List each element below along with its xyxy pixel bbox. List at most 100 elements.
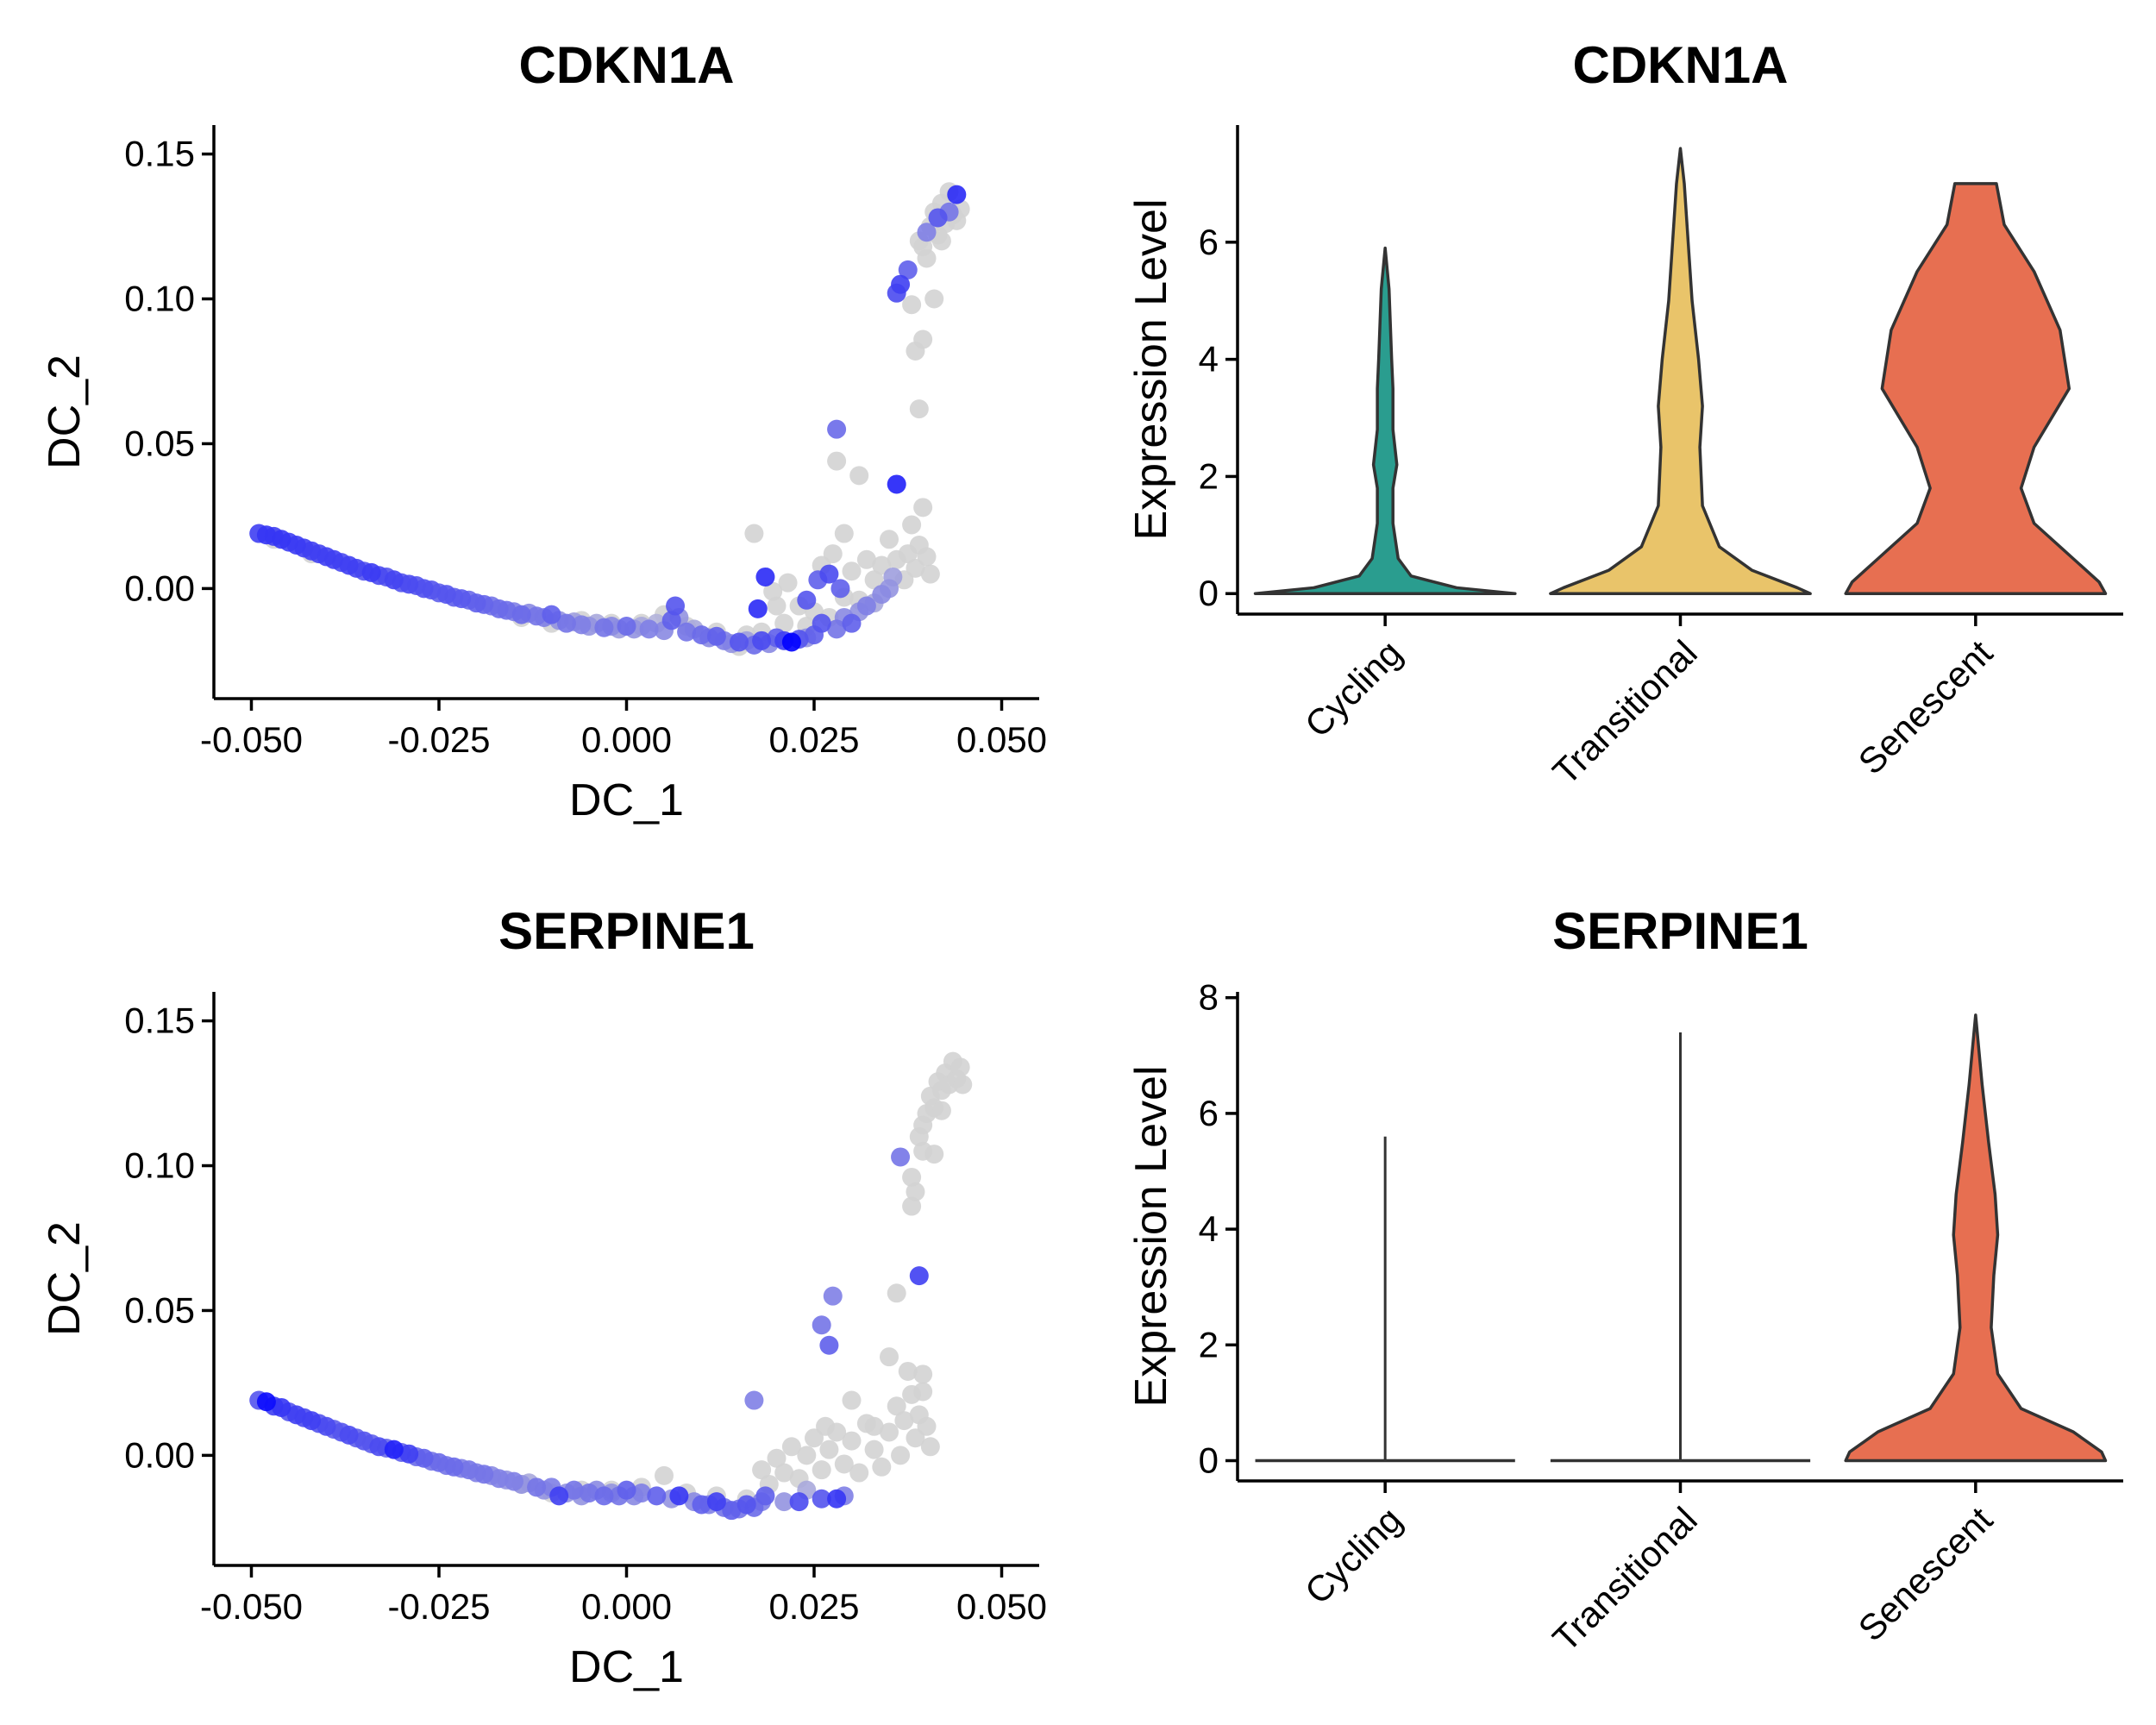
cdkn1a-scatter-point bbox=[902, 515, 922, 535]
serpine1-scatter-point bbox=[902, 1196, 922, 1216]
cdkn1a-scatter-y-tick-label: 0.10 bbox=[124, 279, 195, 319]
serpine1-scatter-point bbox=[880, 1422, 899, 1442]
cdkn1a-scatter-point bbox=[827, 619, 847, 639]
serpine1-violin-x-tick-label-cycling: Cycling bbox=[1297, 1499, 1410, 1612]
serpine1-scatter-x-tick-label: -0.025 bbox=[387, 1586, 490, 1627]
cdkn1a-violin-x-tick-label-cycling: Cycling bbox=[1297, 632, 1410, 745]
serpine1-scatter-point bbox=[953, 1075, 973, 1095]
cdkn1a-violin-x-tick-label-senescent: Senescent bbox=[1851, 632, 2001, 782]
serpine1-scatter-point bbox=[594, 1486, 614, 1506]
serpine1-scatter-point bbox=[950, 1057, 970, 1077]
cdkn1a-scatter-point bbox=[399, 574, 419, 594]
cdkn1a-scatter-point bbox=[594, 618, 614, 637]
serpine1-violin-violin-senescent bbox=[1844, 1013, 2108, 1463]
cdkn1a-scatter-point bbox=[666, 596, 686, 616]
serpine1-scatter-point bbox=[887, 1283, 906, 1303]
cdkn1a-scatter-point bbox=[797, 590, 817, 610]
cdkn1a-scatter-point bbox=[744, 524, 764, 543]
serpine1-scatter-point bbox=[842, 1431, 862, 1451]
cdkn1a-scatter-point bbox=[812, 613, 831, 633]
cdkn1a-scatter-point bbox=[781, 632, 801, 652]
cdkn1a-scatter-x-tick-label: 0.000 bbox=[581, 719, 672, 760]
cdkn1a-violin-panel: CDKN1A 0 2 4 6 Expression Level Cycling Transit… bbox=[1126, 36, 2123, 793]
cdkn1a-scatter-point bbox=[617, 617, 636, 637]
serpine1-scatter-point bbox=[920, 1437, 940, 1457]
serpine1-violin-title: SERPINE1 bbox=[1552, 902, 1808, 960]
serpine1-scatter-point bbox=[631, 1484, 651, 1503]
cdkn1a-violin-x-tick-label-transitional: Transitional bbox=[1545, 632, 1705, 793]
cdkn1a-scatter-point bbox=[755, 567, 775, 586]
serpine1-scatter-point bbox=[286, 1405, 306, 1425]
cdkn1a-scatter-point bbox=[639, 619, 659, 639]
serpine1-scatter-point bbox=[647, 1486, 667, 1506]
cdkn1a-violin-y-tick-label: 2 bbox=[1199, 455, 1219, 496]
cdkn1a-scatter-point bbox=[384, 570, 404, 590]
cdkn1a-scatter-point bbox=[827, 451, 847, 471]
serpine1-scatter-point bbox=[891, 1147, 911, 1167]
cdkn1a-scatter-point bbox=[414, 579, 434, 599]
serpine1-scatter-y-tick-label: 0.00 bbox=[124, 1434, 195, 1475]
serpine1-scatter-point bbox=[909, 1126, 929, 1146]
cdkn1a-scatter-point bbox=[706, 626, 726, 646]
serpine1-violin-y-tick-label: 0 bbox=[1199, 1440, 1219, 1481]
serpine1-scatter-point bbox=[797, 1446, 817, 1465]
serpine1-scatter-point bbox=[317, 1416, 336, 1436]
cdkn1a-scatter-point bbox=[572, 615, 592, 635]
cdkn1a-scatter-point bbox=[856, 549, 876, 569]
cdkn1a-violin-y-tick-label: 4 bbox=[1199, 339, 1219, 380]
serpine1-scatter-y-axis-title: DC_2 bbox=[40, 1221, 90, 1336]
serpine1-scatter-point bbox=[669, 1486, 689, 1506]
cdkn1a-scatter-point bbox=[823, 544, 843, 564]
serpine1-scatter-point bbox=[744, 1390, 764, 1410]
serpine1-scatter-point bbox=[752, 1460, 772, 1480]
serpine1-scatter-point bbox=[849, 1463, 869, 1483]
serpine1-scatter-y-tick-label: 0.10 bbox=[124, 1145, 195, 1186]
cdkn1a-violin-title: CDKN1A bbox=[1572, 36, 1788, 94]
serpine1-scatter-point bbox=[812, 1489, 831, 1509]
cdkn1a-scatter-point bbox=[542, 605, 561, 624]
serpine1-scatter-point bbox=[894, 1411, 914, 1431]
cdkn1a-scatter-point bbox=[880, 530, 899, 549]
serpine1-scatter-point bbox=[755, 1486, 775, 1506]
serpine1-scatter-y-tick-label: 0.05 bbox=[124, 1289, 195, 1330]
serpine1-scatter-x-tick-label: 0.025 bbox=[768, 1586, 859, 1627]
cdkn1a-scatter-point bbox=[778, 573, 798, 593]
cdkn1a-scatter-panel: CDKN1A 0.00 0.05 0.10 0.15 DC_2 -0.050 -0.025 0.… bbox=[40, 36, 1047, 825]
cdkn1a-violin-y-axis-title: Expression Level bbox=[1126, 199, 1176, 541]
serpine1-scatter-point bbox=[339, 1425, 359, 1445]
serpine1-scatter-point bbox=[789, 1492, 809, 1512]
cdkn1a-scatter-point bbox=[452, 589, 472, 609]
cdkn1a-scatter-point bbox=[917, 547, 937, 567]
serpine1-violin-y-axis-title: Expression Level bbox=[1126, 1066, 1176, 1408]
serpine1-scatter-point bbox=[924, 1145, 944, 1164]
cdkn1a-scatter-point bbox=[909, 399, 929, 419]
serpine1-scatter-point bbox=[864, 1440, 884, 1459]
serpine1-scatter-point bbox=[706, 1492, 726, 1512]
cdkn1a-scatter-y-tick-label: 0.05 bbox=[124, 423, 195, 463]
cdkn1a-scatter-x-tick-label: 0.050 bbox=[956, 719, 1047, 760]
cdkn1a-scatter-point bbox=[556, 613, 576, 633]
cdkn1a-scatter-x-axis-title: DC_1 bbox=[569, 775, 684, 825]
cdkn1a-scatter-point bbox=[467, 593, 486, 613]
cdkn1a-scatter-point bbox=[286, 535, 306, 555]
serpine1-scatter-point bbox=[880, 1347, 899, 1367]
serpine1-scatter-point bbox=[580, 1484, 599, 1503]
serpine1-violin-y-tick-label: 2 bbox=[1199, 1324, 1219, 1364]
cdkn1a-scatter-point bbox=[913, 329, 933, 349]
cdkn1a-scatter-point bbox=[834, 524, 854, 543]
serpine1-scatter-point bbox=[819, 1335, 839, 1355]
serpine1-scatter-point bbox=[354, 1431, 373, 1451]
serpine1-scatter-point bbox=[489, 1469, 509, 1489]
serpine1-scatter-point bbox=[272, 1397, 291, 1417]
serpine1-scatter-point bbox=[827, 1422, 847, 1442]
cdkn1a-scatter-point bbox=[830, 579, 850, 599]
cdkn1a-scatter-point bbox=[898, 260, 918, 279]
serpine1-scatter-point bbox=[827, 1489, 847, 1509]
cdkn1a-scatter-point bbox=[774, 613, 794, 633]
cdkn1a-scatter-point bbox=[924, 289, 944, 309]
cdkn1a-scatter-point bbox=[436, 585, 456, 605]
serpine1-scatter-point bbox=[842, 1390, 862, 1410]
cdkn1a-scatter-x-tick-label: -0.050 bbox=[200, 719, 303, 760]
serpine1-scatter-point bbox=[369, 1437, 389, 1457]
cdkn1a-scatter-point bbox=[302, 541, 322, 561]
